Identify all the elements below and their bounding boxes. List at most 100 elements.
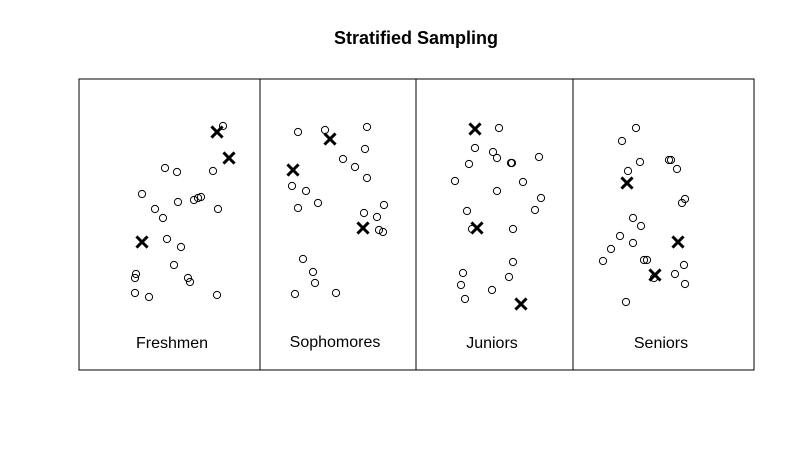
population-member-circle bbox=[677, 198, 687, 208]
population-member-circle bbox=[290, 289, 300, 299]
sampled-member-cross bbox=[470, 221, 484, 235]
population-member-circle bbox=[150, 204, 160, 214]
population-member-circle bbox=[372, 212, 382, 222]
population-member-circle bbox=[218, 121, 228, 131]
stratum-label-freshmen: Freshmen bbox=[136, 335, 208, 352]
population-member-circle bbox=[494, 123, 504, 133]
population-member-circle bbox=[162, 234, 172, 244]
population-member-circle bbox=[158, 213, 168, 223]
population-member-circle bbox=[313, 198, 323, 208]
sampled-member-cross bbox=[323, 132, 337, 146]
population-member-circle bbox=[450, 176, 460, 186]
population-member-circle bbox=[639, 255, 649, 265]
population-member-circle bbox=[488, 147, 498, 157]
population-member-circle bbox=[378, 227, 388, 237]
population-member-circle bbox=[374, 225, 384, 235]
population-member-circle bbox=[301, 186, 311, 196]
population-member-circle bbox=[631, 123, 641, 133]
population-member-circle bbox=[331, 288, 341, 298]
population-member-circle bbox=[130, 273, 140, 283]
stratum-label-sophomores: Sophomores bbox=[290, 334, 381, 351]
population-member-circle bbox=[623, 166, 633, 176]
population-member-circle bbox=[172, 167, 182, 177]
population-member-circle bbox=[628, 238, 638, 248]
sampled-member-cross bbox=[356, 221, 370, 235]
population-member-circle bbox=[338, 154, 348, 164]
population-member-circle bbox=[492, 186, 502, 196]
population-member-circle bbox=[287, 181, 297, 191]
population-member-circle bbox=[470, 143, 480, 153]
sampled-member-cross bbox=[620, 176, 634, 190]
population-member-circle bbox=[664, 155, 674, 165]
population-member-circle bbox=[137, 189, 147, 199]
population-member-circle bbox=[169, 260, 179, 270]
sampled-member-cross bbox=[671, 235, 685, 249]
population-member-circle bbox=[666, 155, 676, 165]
population-member-circle bbox=[508, 224, 518, 234]
population-member-circle bbox=[534, 152, 544, 162]
population-points bbox=[130, 121, 690, 311]
population-member-circle bbox=[362, 173, 372, 183]
population-member-circle bbox=[508, 257, 518, 267]
population-member-circle bbox=[185, 277, 195, 287]
sampled-member-cross bbox=[135, 235, 149, 249]
population-member-circle bbox=[360, 144, 370, 154]
stratum-label-juniors: Juniors bbox=[466, 335, 518, 352]
population-member-circle bbox=[504, 272, 514, 282]
population-member-circle bbox=[293, 127, 303, 137]
population-member-circle bbox=[212, 290, 222, 300]
population-member-circle bbox=[460, 294, 470, 304]
population-member-circle bbox=[464, 159, 474, 169]
population-member-circle bbox=[456, 280, 466, 290]
population-member-circle bbox=[350, 162, 360, 172]
population-member-circle bbox=[359, 208, 369, 218]
population-member-circle bbox=[208, 166, 218, 176]
population-member-circle bbox=[160, 163, 170, 173]
population-member-circle bbox=[189, 195, 199, 205]
population-member-circle bbox=[458, 268, 468, 278]
sampled-member-cross bbox=[468, 122, 482, 136]
sampled-member-cross bbox=[286, 163, 300, 177]
population-member-circle bbox=[670, 269, 680, 279]
population-member-circle bbox=[606, 244, 616, 254]
population-member-circle bbox=[679, 260, 689, 270]
diagram-title: Stratified Sampling bbox=[333, 28, 499, 48]
population-member-circle bbox=[130, 288, 140, 298]
population-member-circle bbox=[635, 157, 645, 167]
population-member-circle bbox=[672, 164, 682, 174]
population-member-circle bbox=[131, 269, 141, 279]
population-member-circle bbox=[462, 206, 472, 216]
population-member-circle bbox=[492, 153, 502, 163]
population-member-circle bbox=[506, 158, 516, 168]
population-member-circle bbox=[598, 256, 608, 266]
sampled-member-cross bbox=[222, 151, 236, 165]
population-member-circle bbox=[310, 278, 320, 288]
population-member-circle bbox=[320, 125, 330, 135]
population-member-circle bbox=[518, 177, 528, 187]
population-member-circle bbox=[642, 255, 652, 265]
population-member-circle bbox=[362, 122, 372, 132]
sampled-member-cross bbox=[648, 268, 662, 282]
population-member-circle bbox=[308, 267, 318, 277]
population-member-circle bbox=[213, 204, 223, 214]
population-member-circle bbox=[173, 197, 183, 207]
population-member-circle bbox=[615, 231, 625, 241]
population-member-circle bbox=[293, 203, 303, 213]
population-member-circle bbox=[617, 136, 627, 146]
population-member-circle bbox=[628, 213, 638, 223]
population-member-circle bbox=[621, 297, 631, 307]
population-member-circle bbox=[196, 192, 206, 202]
population-member-circle bbox=[680, 279, 690, 289]
population-member-circle bbox=[530, 205, 540, 215]
population-member-circle bbox=[183, 273, 193, 283]
sampled-member-cross bbox=[210, 125, 224, 139]
population-member-circle bbox=[636, 221, 646, 231]
population-member-circle bbox=[536, 193, 546, 203]
population-member-circle bbox=[298, 254, 308, 264]
sampled-member-cross bbox=[514, 297, 528, 311]
population-member-circle bbox=[487, 285, 497, 295]
population-member-circle bbox=[176, 242, 186, 252]
population-member-circle bbox=[144, 292, 154, 302]
population-member-circle bbox=[379, 200, 389, 210]
